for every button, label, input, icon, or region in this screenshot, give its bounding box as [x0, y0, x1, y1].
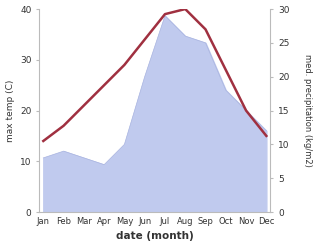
Y-axis label: med. precipitation (kg/m2): med. precipitation (kg/m2) [303, 54, 313, 167]
Y-axis label: max temp (C): max temp (C) [5, 79, 15, 142]
X-axis label: date (month): date (month) [116, 231, 194, 242]
